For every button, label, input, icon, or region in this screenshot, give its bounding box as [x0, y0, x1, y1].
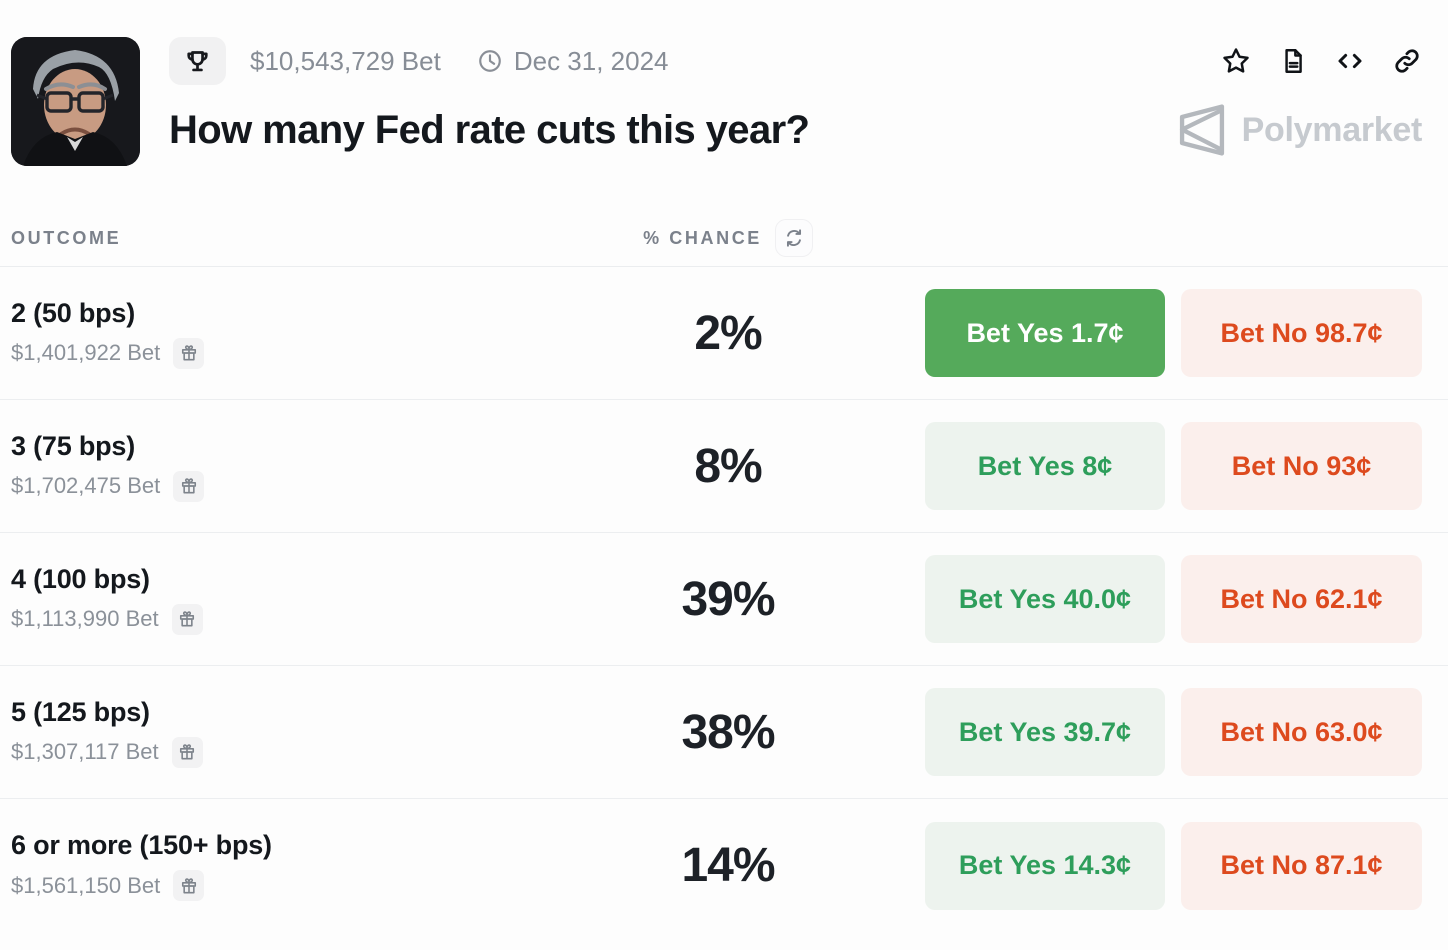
- bet-no-button[interactable]: Bet No 62.1¢: [1181, 555, 1422, 643]
- chance-header-label: % CHANCE: [643, 227, 762, 248]
- outcome-row: 4 (100 bps) $1,113,990 Bet 39% Bet Yes 4…: [0, 533, 1448, 666]
- bet-yes-button[interactable]: Bet Yes 14.3¢: [925, 821, 1165, 910]
- outcome-cell: 4 (100 bps) $1,113,990 Bet: [11, 564, 531, 635]
- market-avatar: [11, 37, 140, 166]
- outcome-cell: 3 (75 bps) $1,702,475 Bet: [11, 431, 531, 502]
- document-icon[interactable]: [1278, 46, 1308, 76]
- outcomes-table: OUTCOME % CHANCE 2 (50 bps) $1,401,922 B…: [0, 210, 1448, 932]
- chance-column-header: % CHANCE: [531, 219, 925, 257]
- outcome-row: 3 (75 bps) $1,702,475 Bet 8% Bet Yes 8¢ …: [0, 400, 1448, 533]
- chance-value: 39%: [681, 572, 775, 626]
- market-volume: $10,543,729 Bet: [250, 45, 441, 76]
- outcome-name: 6 or more (150+ bps): [11, 830, 272, 860]
- trophy-icon: [184, 48, 211, 75]
- title-row: How many Fed rate cuts this year? Polyma…: [169, 101, 1422, 159]
- chance-value: 38%: [681, 705, 775, 759]
- bet-yes-button[interactable]: Bet Yes 39.7¢: [925, 688, 1165, 776]
- outcome-row: 2 (50 bps) $1,401,922 Bet 2% Bet Yes 1.7…: [0, 267, 1448, 400]
- header-main: $10,543,729 Bet Dec 31, 2024: [169, 37, 1422, 166]
- polymarket-wordmark: Polymarket: [1241, 110, 1423, 149]
- outcome-volume: $1,401,922 Bet: [11, 340, 161, 365]
- gift-icon: [173, 870, 205, 901]
- outcome-sub: $1,561,150 Bet: [11, 870, 531, 901]
- meta-row: $10,543,729 Bet Dec 31, 2024: [169, 37, 1422, 85]
- bet-yes-button[interactable]: Bet Yes 1.7¢: [925, 289, 1165, 377]
- bet-no-button[interactable]: Bet No 87.1¢: [1181, 821, 1422, 910]
- polymarket-logomark-icon: [1176, 101, 1228, 159]
- outcome-sub: $1,401,922 Bet: [11, 337, 531, 369]
- market-end-date: Dec 31, 2024: [513, 45, 669, 76]
- outcome-row: 6 or more (150+ bps) $1,561,150 Bet 14% …: [0, 799, 1448, 932]
- avatar-portrait-illustration: [11, 37, 140, 166]
- market-header: $10,543,729 Bet Dec 31, 2024: [0, 0, 1448, 166]
- outcome-name: 4 (100 bps): [11, 563, 150, 594]
- outcome-cell: 6 or more (150+ bps) $1,561,150 Bet: [11, 830, 531, 901]
- gift-icon: [173, 337, 205, 369]
- bet-yes-button[interactable]: Bet Yes 40.0¢: [925, 555, 1165, 643]
- star-icon[interactable]: [1221, 46, 1251, 76]
- refresh-icon[interactable]: [774, 219, 813, 257]
- embed-code-icon[interactable]: [1335, 46, 1365, 76]
- gift-icon: [171, 603, 203, 635]
- outcome-cell: 5 (125 bps) $1,307,117 Bet: [11, 697, 531, 768]
- outcome-volume: $1,561,150 Bet: [11, 872, 161, 898]
- outcome-cell: 2 (50 bps) $1,401,922 Bet: [11, 298, 531, 369]
- outcome-volume: $1,113,990 Bet: [11, 606, 159, 631]
- outcome-column-header: OUTCOME: [11, 227, 122, 248]
- outcome-name: 5 (125 bps): [11, 696, 150, 727]
- chance-value: 2%: [694, 306, 762, 360]
- bet-yes-button[interactable]: Bet Yes 8¢: [925, 422, 1165, 510]
- outcome-volume: $1,702,475 Bet: [11, 473, 161, 498]
- header-actions: [1221, 46, 1422, 76]
- outcome-sub: $1,113,990 Bet: [11, 603, 531, 635]
- clock-icon: [477, 48, 503, 74]
- outcome-sub: $1,307,117 Bet: [11, 736, 531, 768]
- outcome-sub: $1,702,475 Bet: [11, 470, 531, 502]
- outcome-volume: $1,307,117 Bet: [11, 739, 159, 764]
- bet-no-button[interactable]: Bet No 98.7¢: [1181, 289, 1422, 377]
- outcome-name: 3 (75 bps): [11, 430, 136, 461]
- chance-value: 14%: [681, 839, 775, 892]
- gift-icon: [171, 736, 203, 768]
- outcome-row: 5 (125 bps) $1,307,117 Bet 38% Bet Yes 3…: [0, 666, 1448, 799]
- bet-no-button[interactable]: Bet No 63.0¢: [1181, 688, 1422, 776]
- trophy-badge: [169, 37, 226, 85]
- market-title: How many Fed rate cuts this year?: [169, 107, 810, 152]
- table-header: OUTCOME % CHANCE: [0, 210, 1448, 267]
- gift-icon: [173, 470, 205, 502]
- link-icon[interactable]: [1392, 46, 1422, 76]
- polymarket-logo[interactable]: Polymarket: [1176, 101, 1422, 159]
- chance-value: 8%: [694, 439, 762, 493]
- bet-no-button[interactable]: Bet No 93¢: [1181, 422, 1422, 510]
- outcome-name: 2 (50 bps): [11, 297, 136, 328]
